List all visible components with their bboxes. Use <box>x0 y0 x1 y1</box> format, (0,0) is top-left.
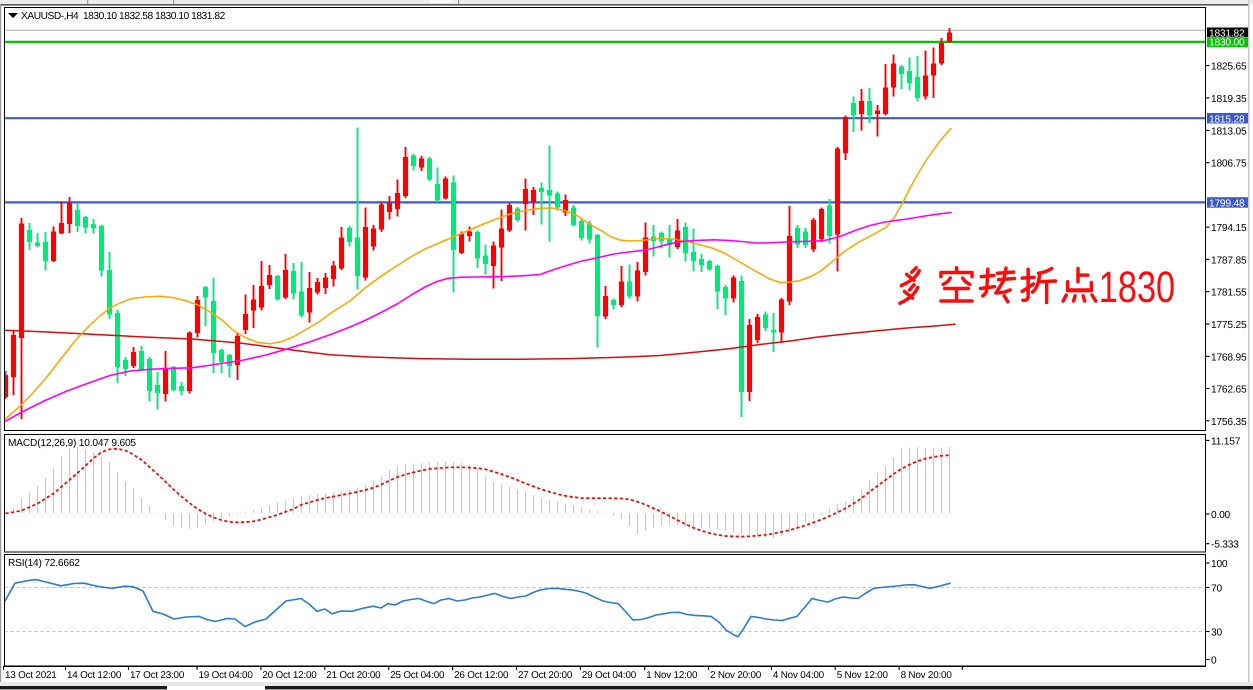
svg-text:20 Oct 12:00: 20 Oct 12:00 <box>262 670 317 681</box>
svg-text:11.157: 11.157 <box>1211 436 1241 447</box>
svg-text:1756.35: 1756.35 <box>1211 417 1247 428</box>
svg-text:1787.85: 1787.85 <box>1211 255 1247 266</box>
svg-text:100: 100 <box>1211 559 1228 570</box>
svg-text:1831.82: 1831.82 <box>1209 28 1245 39</box>
svg-text:-5.333: -5.333 <box>1211 540 1239 551</box>
svg-text:1825.65: 1825.65 <box>1211 62 1247 73</box>
svg-text:5 Nov 12:00: 5 Nov 12:00 <box>837 670 889 681</box>
svg-text:17 Oct 23:00: 17 Oct 23:00 <box>130 670 185 681</box>
svg-text:8 Nov 20:00: 8 Nov 20:00 <box>901 670 953 681</box>
svg-text:21 Oct 20:00: 21 Oct 20:00 <box>326 670 381 681</box>
svg-text:14 Oct 12:00: 14 Oct 12:00 <box>67 670 122 681</box>
svg-text:1 Nov 12:00: 1 Nov 12:00 <box>646 670 698 681</box>
svg-text:27 Oct 20:00: 27 Oct 20:00 <box>518 670 573 681</box>
svg-text:26 Oct 12:00: 26 Oct 12:00 <box>454 670 509 681</box>
svg-text:0: 0 <box>1211 656 1217 667</box>
svg-text:13 Oct 2021: 13 Oct 2021 <box>5 670 57 681</box>
svg-text:1819.35: 1819.35 <box>1211 94 1247 105</box>
svg-text:1813.05: 1813.05 <box>1211 126 1247 137</box>
svg-text:1806.75: 1806.75 <box>1211 159 1247 170</box>
svg-text:25 Oct 04:00: 25 Oct 04:00 <box>390 670 445 681</box>
svg-text:19 Oct 04:00: 19 Oct 04:00 <box>199 670 254 681</box>
svg-text:4 Nov 04:00: 4 Nov 04:00 <box>773 670 825 681</box>
svg-text:0.00: 0.00 <box>1211 510 1231 521</box>
svg-text:1781.55: 1781.55 <box>1211 288 1247 299</box>
svg-text:1775.25: 1775.25 <box>1211 320 1247 331</box>
svg-text:1762.65: 1762.65 <box>1211 385 1247 396</box>
svg-text:70: 70 <box>1211 584 1222 595</box>
svg-text:1794.15: 1794.15 <box>1211 223 1247 234</box>
svg-text:1830: 1830 <box>1099 263 1175 312</box>
svg-text:MACD(12,26,9) 10.047 9.605: MACD(12,26,9) 10.047 9.605 <box>8 438 136 449</box>
svg-text:29 Oct 04:00: 29 Oct 04:00 <box>582 670 637 681</box>
svg-text:30: 30 <box>1211 628 1222 639</box>
svg-text:1768.95: 1768.95 <box>1211 352 1247 363</box>
svg-text:1815.28: 1815.28 <box>1209 114 1245 125</box>
svg-text:1799.48: 1799.48 <box>1209 199 1245 210</box>
svg-text:XAUUSD-,H4 1830.10 1832.58 18: XAUUSD-,H4 1830.10 1832.58 1830.10 1831.… <box>21 11 226 22</box>
svg-text:1830.00: 1830.00 <box>1209 38 1245 49</box>
svg-text:2 Nov 20:00: 2 Nov 20:00 <box>710 670 762 681</box>
svg-text:RSI(14) 72.6662: RSI(14) 72.6662 <box>8 558 80 569</box>
